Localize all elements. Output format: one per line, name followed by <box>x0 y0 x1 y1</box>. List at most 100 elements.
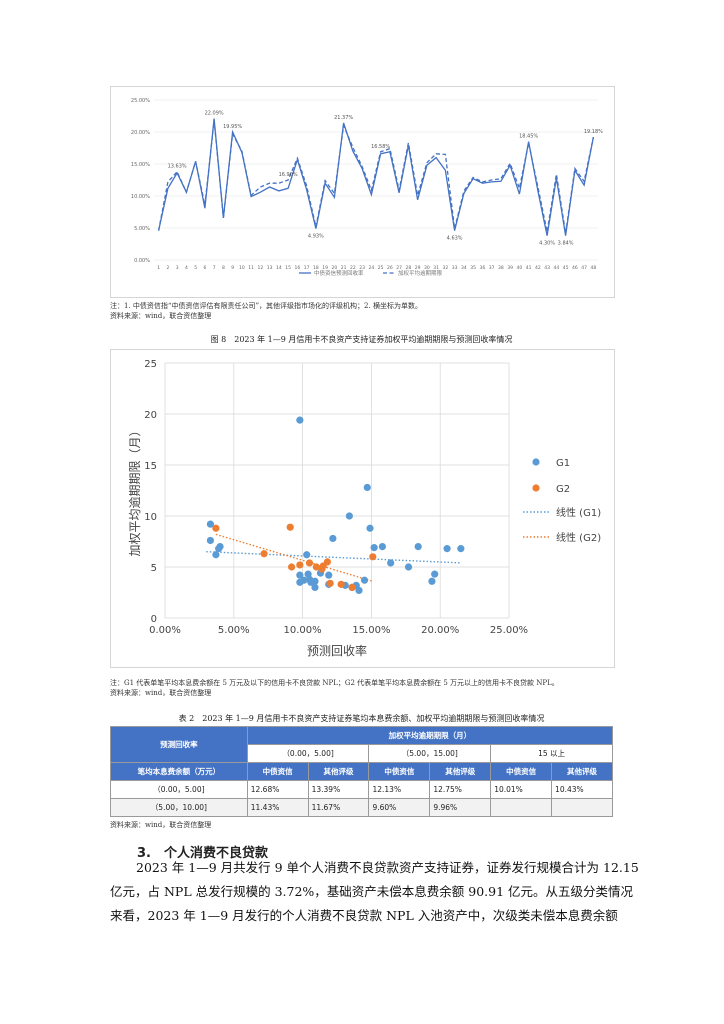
data-label: 22.09% <box>205 111 224 117</box>
x-tick-label: 33 <box>452 265 458 271</box>
note-1-line-1: 注：1. 中债资信指“中债资信评估有限责任公司”，其他评级指市场化的评级机构；2… <box>110 302 422 310</box>
x-tick-label: 30 <box>424 265 430 271</box>
header-overdue: 加权平均逾期期限（月） <box>246 726 614 745</box>
col-header: 中债资信 <box>368 762 431 781</box>
x-tick-label: 28 <box>406 265 412 271</box>
table-cell: 10.43% <box>551 780 613 799</box>
scatter-point <box>296 571 304 579</box>
x-tick-label: 45 <box>563 265 569 271</box>
x-tick-label: 14 <box>276 265 282 271</box>
scatter-point <box>206 520 215 528</box>
scatter-point <box>323 558 331 566</box>
scatter-point <box>387 559 395 567</box>
scatter-point <box>443 545 451 553</box>
x-tick-label: 25.00% <box>490 625 528 636</box>
y-tick-label: 0.00% <box>134 258 150 264</box>
col-header: 其他评级 <box>429 762 492 781</box>
x-tick-label: 24 <box>369 265 375 271</box>
x-tick-label: 16 <box>295 265 301 271</box>
x-tick-label: 19 <box>322 265 328 271</box>
trendline <box>215 533 373 582</box>
scatter-point <box>329 534 337 543</box>
x-tick-label: 15 <box>285 265 291 271</box>
scatter-point <box>369 553 377 561</box>
x-tick-label: 2 <box>166 265 169 271</box>
scatter-point <box>286 523 294 531</box>
scatter-point <box>337 580 345 588</box>
x-tick-label: 40 <box>517 265 523 271</box>
x-tick-label: 10 <box>239 265 245 271</box>
scatter-point <box>296 416 304 424</box>
data-label: 16.90% <box>279 172 298 178</box>
x-tick-label: 25 <box>378 265 384 271</box>
x-tick-label: 39 <box>507 265 513 271</box>
table-cell: 13.39% <box>307 780 370 799</box>
data-label: 21.37% <box>334 115 353 121</box>
x-tick-label: 21 <box>341 265 347 271</box>
table-cell: 10.01% <box>490 780 553 799</box>
col-header: 其他评级 <box>551 762 613 781</box>
table-cell: 12.68% <box>246 780 309 799</box>
scatter-point <box>206 536 215 545</box>
data-label: 4.63% <box>447 236 463 242</box>
y-tick-label: 5.00% <box>134 226 150 232</box>
x-tick-label: 48 <box>591 265 597 271</box>
legend-label: 线性 (G1) <box>556 506 601 519</box>
data-label: 19.95% <box>223 124 242 130</box>
table-row: （5.00，10.00] 11.43% 11.67% 9.60% 9.96% <box>110 798 613 817</box>
x-tick-label: 35 <box>470 265 476 271</box>
x-tick-label: 36 <box>480 265 486 271</box>
data-label: 4.93% <box>308 234 324 240</box>
table-cell: 12.13% <box>368 780 431 799</box>
scatter-point <box>312 563 320 571</box>
header-balance: 笔均本息费余额（万元） <box>110 762 248 781</box>
x-tick-label: 7 <box>213 265 216 271</box>
paragraph-line: 2023 年 1—9 月共发行 9 单个人消费不良贷款资产支持证券，证券发行规模… <box>136 860 639 875</box>
series-line-b <box>157 120 595 234</box>
x-tick-label: 11 <box>248 265 254 271</box>
y-tick-label: 15 <box>144 461 157 472</box>
x-tick-label: 29 <box>415 265 421 271</box>
table-cell <box>490 798 553 817</box>
scatter-point <box>303 551 311 559</box>
scatter-point <box>363 483 371 492</box>
y-tick-label: 20 <box>144 410 157 421</box>
row-label: （0.00，5.00] <box>110 780 248 799</box>
scatter-point <box>216 543 224 551</box>
x-tick-label: 46 <box>572 265 578 271</box>
y-tick-label: 15.00% <box>131 162 150 168</box>
figure-8-caption: 图 8 2023 年 1—9 月信用卡不良资产支持证券加权平均逾期期限与预测回收… <box>210 335 513 344</box>
series-line-a <box>157 118 595 236</box>
x-tick-label: 20 <box>332 265 338 271</box>
scatter-point <box>404 563 413 571</box>
table-cell: 11.43% <box>246 798 309 817</box>
paragraph-line: 亿元，占 NPL 总发行规模的 3.72%，基础资产未偿本息费余额 90.91 … <box>110 884 634 899</box>
scatter-point <box>366 524 374 532</box>
data-label: 19.18% <box>584 129 603 135</box>
x-tick-label: 5 <box>194 265 197 271</box>
table-cell: 12.75% <box>429 780 492 799</box>
x-tick-label: 0.00% <box>149 625 181 636</box>
line-chart-panel: 25.00% 20.00% 15.00% 10.00% 5.00% 0.00% 1 2 3 4 5 6… <box>110 86 615 298</box>
legend-label: G1 <box>556 458 570 469</box>
scatter-point <box>355 586 363 595</box>
range-header: 15 以上 <box>490 744 613 763</box>
x-tick-label: 20.00% <box>421 625 459 636</box>
note-2-line-1: 注：G1 代表单笔平均本息费余额在 5 万元及以下的信用卡不良贷款 NPL；G2… <box>110 679 559 687</box>
x-tick-label: 13 <box>267 265 273 271</box>
scatter-point <box>326 579 334 587</box>
x-tick-label: 41 <box>526 265 532 271</box>
table-cell: 9.60% <box>368 798 431 817</box>
y-tick-label: 25 <box>144 359 157 370</box>
line-chart: 25.00%20.00%15.00%10.00%5.00%0.00%1 2 3 4 5 6… <box>131 98 603 277</box>
range-header: （5.00，15.00] <box>368 744 492 763</box>
scatter-point <box>260 550 268 558</box>
x-tick-label: 12 <box>258 265 264 271</box>
scatter-point <box>296 561 304 569</box>
x-tick-label: 4 <box>185 265 188 271</box>
x-tick-label: 10.00% <box>284 625 322 636</box>
table-cell: 9.96% <box>429 798 492 817</box>
col-header: 中债资信 <box>490 762 553 781</box>
x-tick-label: 34 <box>461 265 467 271</box>
data-label: 16.58% <box>371 144 390 150</box>
